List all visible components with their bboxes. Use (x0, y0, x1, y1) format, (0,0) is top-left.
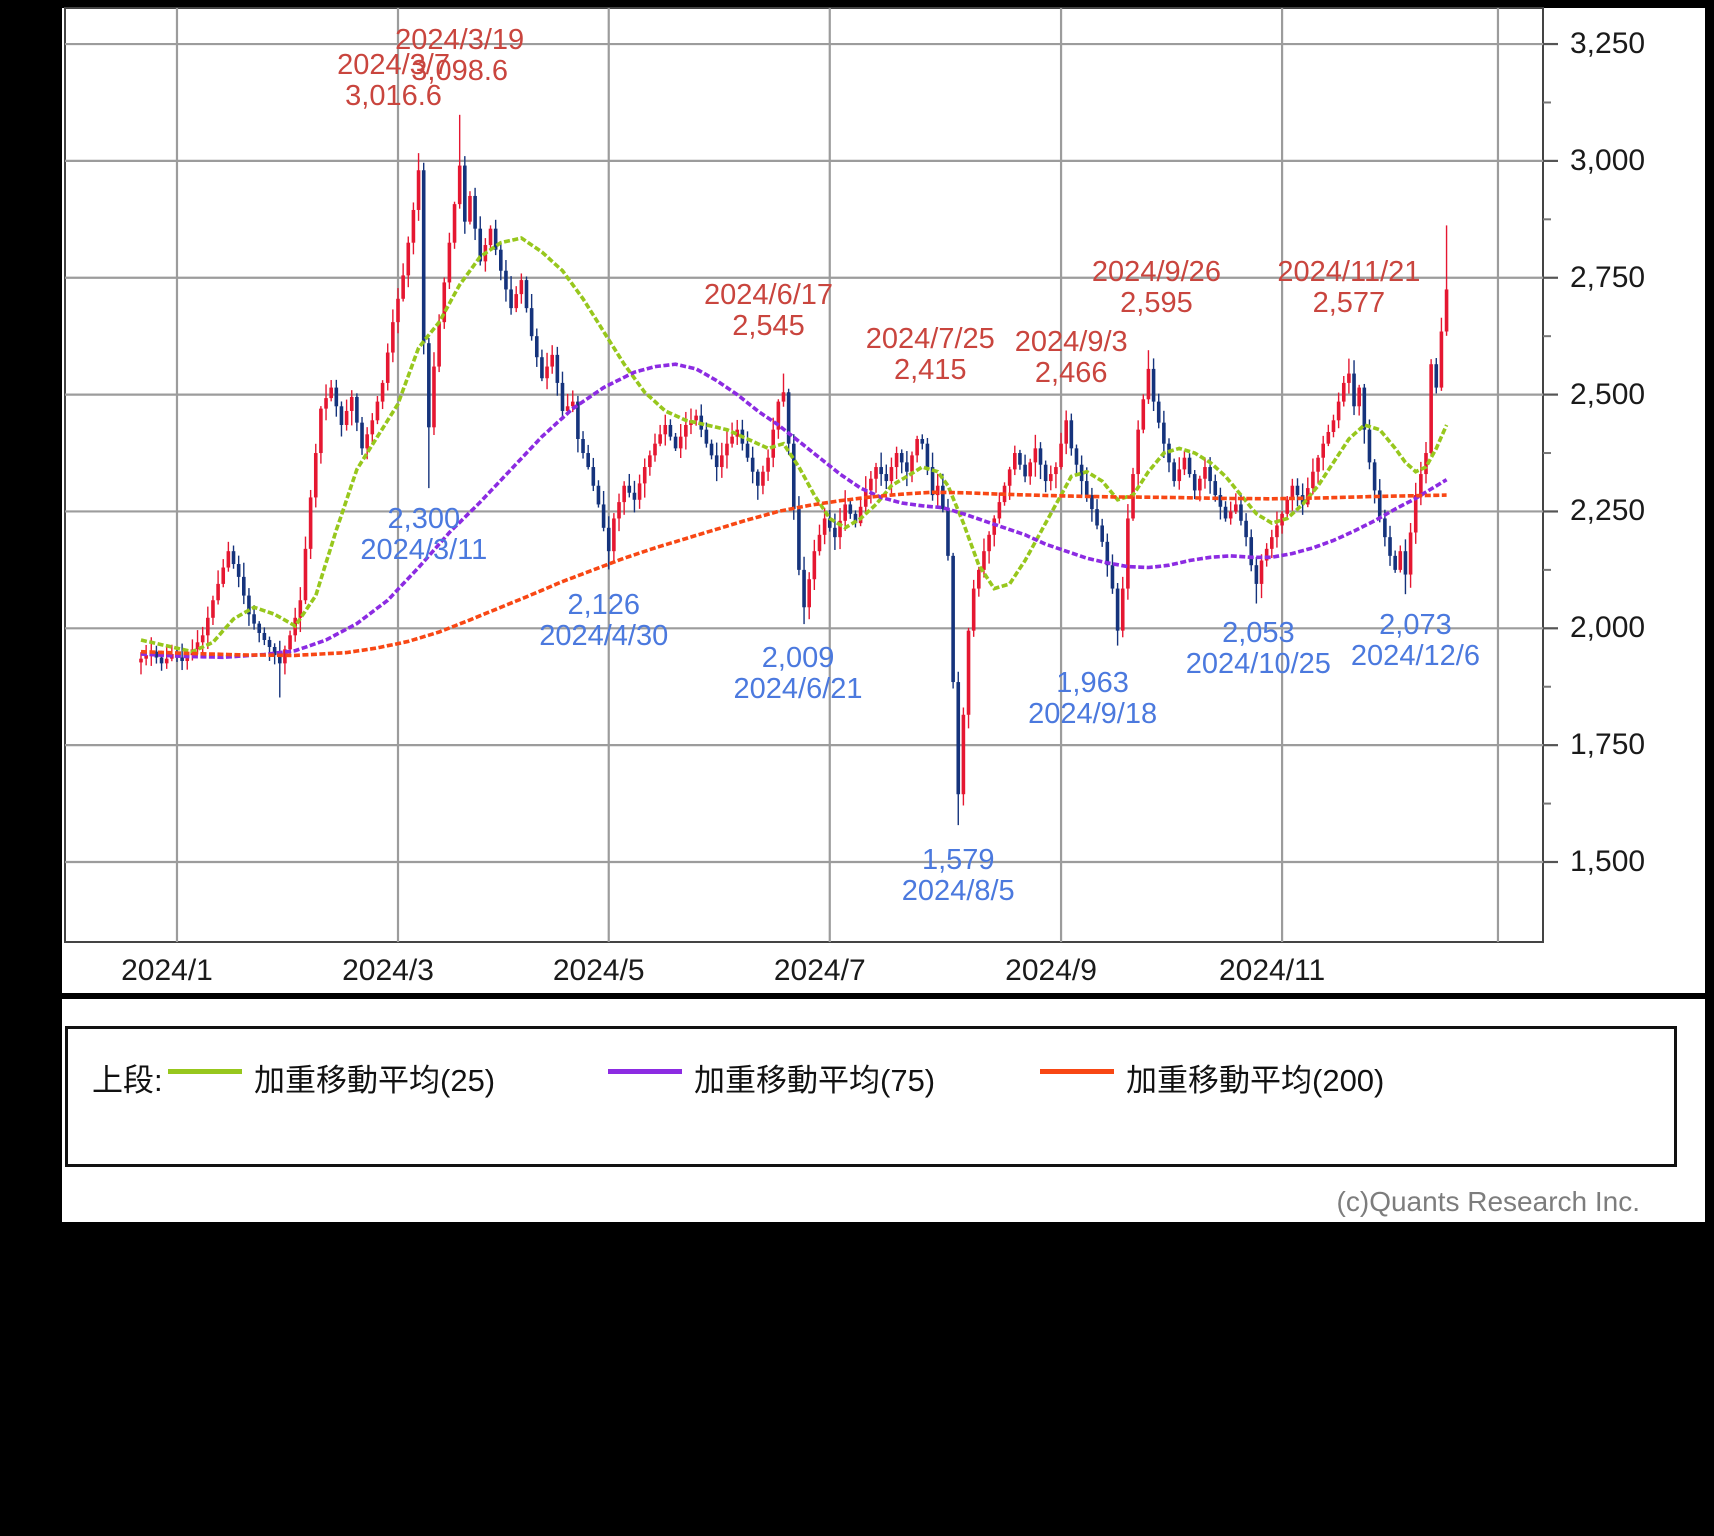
wma200-line-sample (1040, 1069, 1114, 1074)
high-annotation: 2024/9/26 2,595 (1091, 256, 1221, 320)
x-axis-tick-label: 2024/9 (1005, 954, 1097, 987)
high-annotation: 2024/11/21 2,577 (1277, 255, 1421, 319)
x-axis-tick-label: 2024/7 (773, 954, 866, 987)
wma75-line-sample (608, 1069, 682, 1074)
x-axis-tick-label: 2024/11 (1218, 954, 1326, 987)
high-annotation: 2024/9/3 2,466 (1014, 326, 1128, 390)
legend-box: 上段: 加重移動平均(25) 加重移動平均(75) 加重移動平均(200) (65, 1026, 1677, 1167)
y-axis-tick-label: 2,000 (1570, 611, 1646, 645)
low-annotation: 2,300 2024/3/11 (360, 503, 488, 567)
legend-label-wma75: 加重移動平均(75) (694, 1063, 936, 1098)
copyright-text: (c)Quants Research Inc. (1336, 1186, 1640, 1217)
y-axis-tick-label: 3,250 (1570, 27, 1646, 61)
x-axis-tick-label: 2024/1 (121, 954, 213, 987)
low-annotation: 1,963 2024/9/18 (1028, 666, 1158, 730)
low-annotation: 2,126 2024/4/30 (539, 589, 669, 653)
wma25-line-sample (168, 1069, 242, 1074)
y-axis-tick-label: 1,500 (1570, 845, 1646, 878)
x-axis-tick-label: 2024/3 (342, 954, 434, 987)
low-annotation: 2,009 2024/6/21 (733, 642, 863, 706)
legend-prefix: 上段: (92, 1063, 163, 1098)
low-annotation: 2,073 2024/12/6 (1350, 609, 1480, 673)
chart-bottom-separator (62, 993, 1705, 999)
y-axis-tick-label: 3,000 (1570, 143, 1646, 177)
y-axis-tick-label: 2,250 (1570, 494, 1646, 528)
high-annotation: 2024/3/7 3,016.6 (337, 49, 450, 113)
low-annotation: 2,053 2024/10/25 (1185, 616, 1331, 680)
high-annotation: 2024/7/25 2,415 (865, 323, 995, 387)
x-axis-tick-label: 2024/5 (552, 954, 645, 987)
legend-label-wma25: 加重移動平均(25) (254, 1063, 496, 1098)
y-axis-tick-label: 2,750 (1570, 260, 1646, 294)
low-annotation: 1,579 2024/8/5 (901, 844, 1015, 908)
y-axis-tick-label: 2,500 (1570, 377, 1646, 411)
y-axis-tick-label: 1,750 (1570, 728, 1646, 762)
high-annotation: 2024/6/17 2,545 (703, 278, 834, 342)
high-annotation: 2024/3/19 3,098.6 (395, 23, 525, 87)
legend-label-wma200: 加重移動平均(200) (1126, 1063, 1385, 1098)
